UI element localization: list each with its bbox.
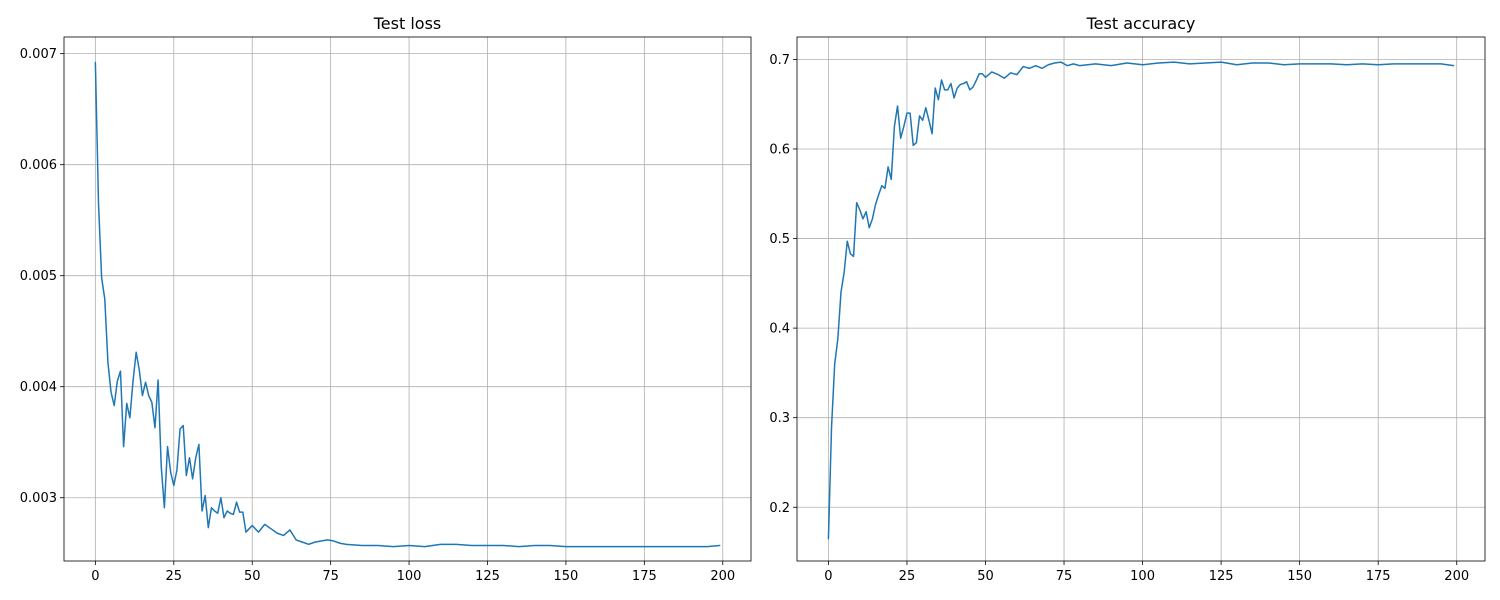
test-accuracy-x-tick-label: 0	[824, 569, 832, 584]
test-accuracy-x-tick-label: 75	[1056, 569, 1073, 584]
test-accuracy-axes-frame	[796, 36, 1486, 562]
test-accuracy-x-tick-label: 150	[1287, 569, 1312, 584]
test-loss-plot-area	[64, 37, 751, 561]
test-accuracy-plot-area	[797, 37, 1485, 561]
test-loss-y-tick-label: 0.006	[20, 158, 57, 173]
test-loss-grid	[64, 37, 751, 561]
test-loss-series-line	[94, 61, 721, 548]
test-loss-y-tick-label: 0.007	[20, 47, 57, 62]
test-accuracy-x-tick-label: 200	[1444, 569, 1469, 584]
test-loss-y-tick-label: 0.004	[20, 380, 57, 395]
test-loss-x-tick-label: 25	[166, 569, 183, 584]
test-accuracy-x-tick-label: 50	[977, 569, 994, 584]
test-accuracy-y-tick-label: 0.4	[769, 322, 790, 337]
test-loss-x-tick-label: 50	[244, 569, 261, 584]
test-loss-x-tick-label: 100	[397, 569, 422, 584]
test-loss-y-tick-label: 0.005	[20, 269, 57, 284]
test-loss-y-tick-label: 0.003	[20, 491, 57, 506]
test-accuracy-grid	[797, 37, 1485, 561]
test-loss-axes-frame	[63, 36, 752, 562]
test-accuracy-panel: 0 25 50 75 100 125 150 175 200 0.2 0.3 0.4 0.5 0.6 0.7…	[769, 14, 1486, 584]
test-loss-x-tick-label: 0	[91, 569, 99, 584]
test-accuracy-y-tick-label: 0.5	[769, 232, 790, 247]
test-accuracy-y-tick-label: 0.6	[769, 142, 790, 157]
test-loss-title: Test loss	[373, 14, 442, 33]
test-loss-series	[94, 61, 721, 548]
test-loss-panel: 0 25 50 75 100 125 150 175 200 0.003 0.004 0.005 0.0…	[20, 14, 752, 584]
test-accuracy-y-tick-label: 0.2	[769, 501, 790, 516]
test-accuracy-ticks: 0 25 50 75 100 125 150 175 200 0.2 0.3 0.4 0.5 0.6 0.7	[769, 53, 1469, 584]
test-accuracy-y-tick-label: 0.3	[769, 411, 790, 426]
test-loss-x-tick-label: 200	[710, 569, 735, 584]
test-loss-ticks: 0 25 50 75 100 125 150 175 200 0.003 0.004 0.005 0.0…	[20, 47, 735, 584]
test-accuracy-x-tick-label: 125	[1209, 569, 1234, 584]
test-accuracy-x-tick-label: 100	[1130, 569, 1155, 584]
test-loss-x-tick-label: 175	[632, 569, 657, 584]
test-loss-x-tick-label: 125	[475, 569, 500, 584]
test-accuracy-series-line	[827, 61, 1455, 540]
test-accuracy-title: Test accuracy	[1086, 14, 1196, 33]
test-accuracy-y-tick-label: 0.7	[769, 53, 790, 68]
test-accuracy-x-tick-label: 175	[1366, 569, 1391, 584]
test-loss-x-tick-label: 150	[554, 569, 579, 584]
test-loss-x-tick-label: 75	[322, 569, 339, 584]
test-accuracy-series	[827, 61, 1455, 540]
test-accuracy-x-tick-label: 25	[899, 569, 916, 584]
